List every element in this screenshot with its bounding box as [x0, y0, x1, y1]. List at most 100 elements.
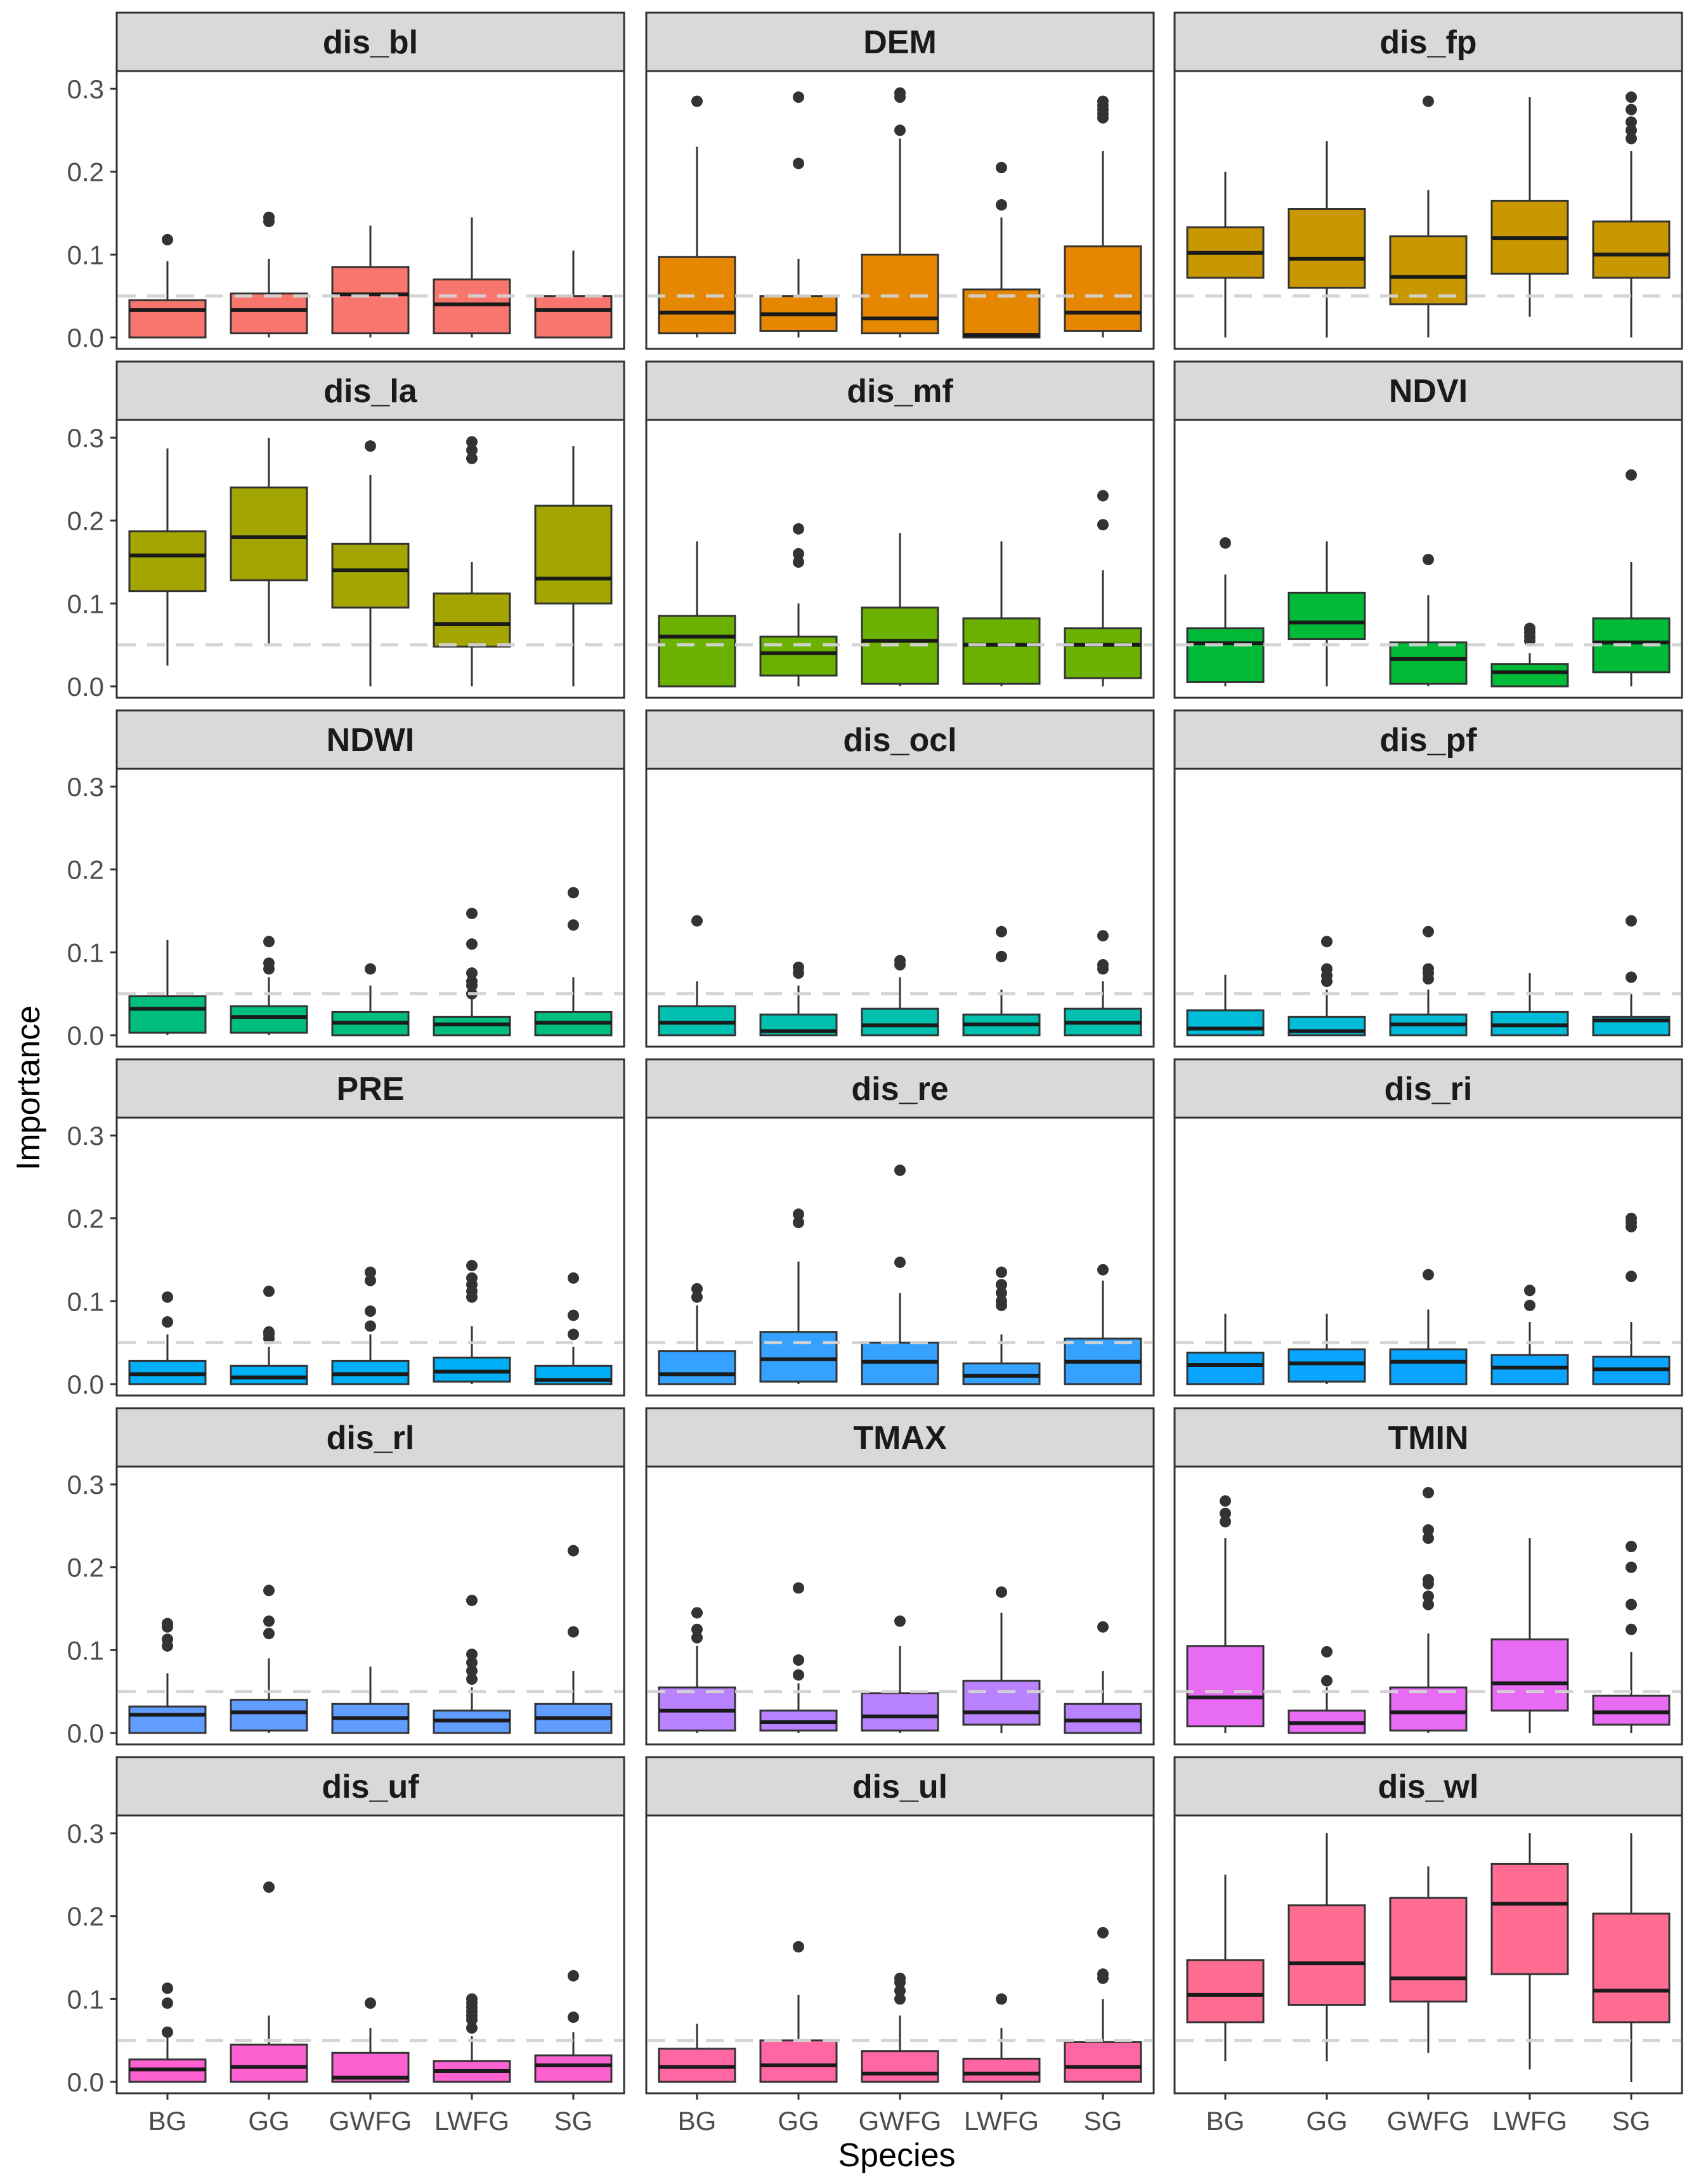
iqr-box — [759, 2039, 838, 2083]
y-tick-label: 0.2 — [67, 157, 104, 187]
facet-strip-label: dis_bl — [323, 24, 418, 61]
box-GG — [230, 1285, 308, 1385]
box-LWFG — [433, 436, 511, 686]
outlier-point — [691, 915, 703, 927]
outlier-point — [793, 1941, 804, 1953]
outlier-point — [1423, 963, 1434, 975]
y-tick-label: 0.3 — [67, 772, 104, 802]
box-GWFG — [1389, 925, 1468, 1036]
iqr-box — [433, 1356, 511, 1383]
y-tick-label: 0.0 — [67, 672, 104, 702]
outlier-point — [1423, 554, 1434, 566]
outlier-point — [162, 1633, 173, 1645]
iqr-box — [1592, 220, 1671, 279]
y-tick-label: 0.0 — [67, 1370, 104, 1399]
y-tick-label: 0.2 — [67, 1902, 104, 1932]
iqr-box — [534, 2054, 613, 2083]
outlier-point — [894, 1985, 906, 1997]
outlier-point — [263, 957, 275, 969]
box-LWFG — [1490, 1833, 1569, 2070]
box-GWFG — [861, 1615, 939, 1733]
outlier-point — [263, 1881, 275, 1893]
box-BG — [658, 95, 736, 337]
box-GWFG — [861, 1972, 939, 2083]
outlier-point — [466, 452, 478, 464]
box-GG — [230, 1585, 308, 1733]
outlier-point — [691, 1291, 703, 1303]
box-BG — [658, 2024, 736, 2083]
x-tick-label: LWFG — [1492, 2106, 1567, 2136]
outlier-point — [793, 1654, 804, 1666]
outlier-point — [263, 1628, 275, 1640]
outlier-point — [1423, 1590, 1434, 1602]
facet-strip-label: dis_ri — [1385, 1071, 1473, 1108]
facet-NDVI: NDVI — [1173, 360, 1683, 699]
y-tick-label: 0.1 — [67, 1635, 104, 1665]
iqr-box — [1287, 1348, 1366, 1383]
outlier-point — [793, 961, 804, 973]
outlier-point — [1097, 958, 1109, 971]
facet-TMAX: TMAX — [645, 1407, 1155, 1746]
iqr-box — [1064, 245, 1142, 332]
outlier-point — [1626, 1599, 1637, 1611]
facet-strip-label: dis_fp — [1379, 24, 1476, 61]
outlier-point — [1524, 622, 1535, 634]
box-GG — [759, 1208, 838, 1384]
iqr-box — [1287, 1904, 1366, 2006]
iqr-box — [1490, 663, 1569, 688]
outlier-point — [996, 1279, 1007, 1291]
box-SG — [1592, 1212, 1671, 1385]
outlier-point — [1220, 1515, 1231, 1527]
iqr-box — [861, 2050, 939, 2083]
outlier-point — [568, 887, 579, 899]
facet-strip — [645, 1756, 1155, 1817]
x-tick-label: BG — [148, 2106, 187, 2136]
iqr-box — [128, 995, 207, 1034]
outlier-point — [691, 1631, 703, 1644]
outlier-point — [466, 1656, 478, 1668]
iqr-box — [433, 278, 511, 334]
outlier-point — [1524, 1285, 1535, 1297]
box-SG — [1592, 1541, 1671, 1733]
box-GG — [1287, 541, 1366, 686]
outlier-point — [1423, 1487, 1434, 1499]
facet-strip-label: dis_uf — [322, 1769, 419, 1805]
iqr-box — [658, 1005, 736, 1036]
iqr-box — [1287, 208, 1366, 289]
box-GG — [1287, 936, 1366, 1036]
facet-strip — [1173, 1756, 1683, 1817]
outlier-point — [1626, 971, 1637, 983]
iqr-box — [1064, 2041, 1142, 2083]
box-SG — [1064, 95, 1142, 337]
box-LWFG — [433, 907, 511, 1036]
outlier-point — [1097, 95, 1109, 107]
outlier-point — [263, 1585, 275, 1597]
x-tick-label: LWFG — [434, 2106, 509, 2136]
outlier-point — [365, 963, 376, 975]
box-BG — [1186, 1495, 1265, 1733]
outlier-point — [793, 547, 804, 559]
outlier-point — [1626, 1623, 1637, 1635]
outlier-point — [162, 2026, 173, 2038]
x-tick-label: BG — [678, 2106, 717, 2136]
box-GWFG — [331, 1266, 410, 1385]
outlier-point — [568, 2011, 579, 2024]
outlier-point — [162, 1982, 173, 1994]
box-LWFG — [1490, 973, 1569, 1036]
outlier-point — [1097, 930, 1109, 942]
iqr-box — [433, 592, 511, 648]
outlier-point — [996, 1266, 1007, 1278]
facet-strip-label: PRE — [337, 1071, 405, 1108]
outlier-point — [365, 1997, 376, 2009]
facet-strip — [645, 11, 1155, 72]
iqr-box — [230, 292, 308, 334]
box-SG — [1592, 1833, 1671, 2082]
y-tick-label: 0.0 — [67, 1021, 104, 1050]
facet-strip-label: dis_pf — [1379, 722, 1477, 759]
iqr-box — [658, 1350, 736, 1385]
y-tick-label: 0.2 — [67, 1204, 104, 1234]
box-BG — [128, 233, 207, 339]
outlier-point — [1626, 103, 1637, 115]
iqr-box — [1186, 1009, 1265, 1036]
outlier-point — [263, 1326, 275, 1338]
